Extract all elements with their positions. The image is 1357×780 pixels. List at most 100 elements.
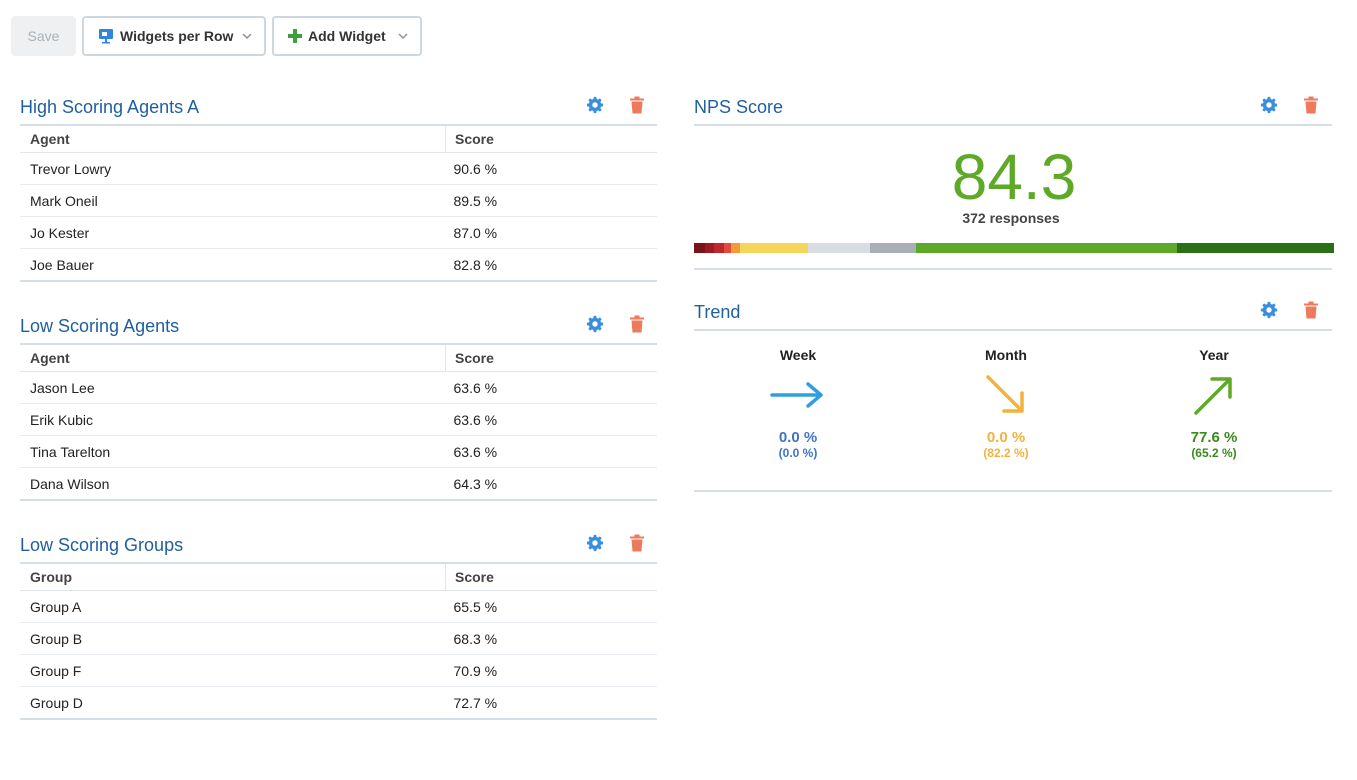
table-row[interactable]: Group F 70.9 % <box>20 654 657 687</box>
trend-month: Month 0.0 % (82.2 %) <box>926 347 1086 460</box>
trend-label: Month <box>985 347 1027 363</box>
group-name: Group A <box>20 590 446 623</box>
widget-header: Low Scoring Groups <box>20 530 657 564</box>
low-scoring-agents-table: Agent Score Jason Lee 63.6 % Erik Kubic 63… <box>20 345 657 501</box>
divider <box>694 268 1332 270</box>
group-score: 68.3 % <box>445 622 657 655</box>
group-score: 65.5 % <box>445 590 657 623</box>
widget-header: Low Scoring Agents <box>20 311 657 345</box>
agent-score: 82.8 % <box>445 248 657 282</box>
widgets-per-row-dropdown[interactable]: Widgets per Row <box>82 16 266 56</box>
widget-title: High Scoring Agents A <box>20 97 200 117</box>
trend-week: Week 0.0 % (0.0 %) <box>718 347 878 460</box>
agent-score: 90.6 % <box>445 152 657 185</box>
nps-segment <box>870 243 917 253</box>
table-row[interactable]: Group A 65.5 % <box>20 590 657 623</box>
trend-widget: Trend Week 0.0 % (0.0 %) Month 0.0 % (82… <box>694 297 1332 492</box>
nps-segment <box>808 243 871 253</box>
agent-score: 89.5 % <box>445 184 657 217</box>
table-row[interactable]: Dana Wilson 64.3 % <box>20 467 657 501</box>
high-scoring-agents-widget: High Scoring Agents A Agent Score Trevor… <box>20 92 657 282</box>
low-scoring-groups-widget: Low Scoring Groups Group Score Group A 65… <box>20 530 657 720</box>
agent-name: Tina Tarelton <box>20 435 446 468</box>
trend-subvalue: (82.2 %) <box>983 446 1029 460</box>
widget-title: Low Scoring Agents <box>20 316 180 336</box>
agent-score: 63.6 % <box>445 371 657 404</box>
nps-segment <box>916 243 1177 253</box>
trend-subvalue: (65.2 %) <box>1191 446 1237 460</box>
trend-value: 77.6 % <box>1190 429 1238 446</box>
widget-header: High Scoring Agents A <box>20 92 657 126</box>
table-row[interactable]: Mark Oneil 89.5 % <box>20 184 657 217</box>
nps-segment <box>704 243 715 253</box>
group-score: 72.7 % <box>445 686 657 720</box>
nps-score-widget: NPS Score <box>694 92 1332 272</box>
nps-distribution-bar <box>694 243 1334 253</box>
agent-score: 87.0 % <box>445 216 657 249</box>
nps-segment <box>739 243 809 253</box>
trash-icon[interactable] <box>1303 96 1319 114</box>
trend-label: Week <box>779 347 817 363</box>
add-widget-dropdown[interactable]: Add Widget <box>272 16 422 56</box>
arrow-down-right-icon <box>986 375 1024 413</box>
table-row[interactable]: Joe Bauer 82.8 % <box>20 248 657 282</box>
nps-segment <box>694 243 705 253</box>
column-header-score: Score <box>445 126 657 153</box>
toolbar: Save Widgets per Row Add Widget <box>11 16 422 56</box>
high-scoring-agents-table: Agent Score Trevor Lowry 90.6 % Mark Onei… <box>20 126 657 282</box>
agent-name: Mark Oneil <box>20 184 446 217</box>
plus-icon <box>288 29 302 43</box>
widget-header: Trend <box>694 297 1332 331</box>
nps-segment <box>1176 243 1334 253</box>
nps-value: 84.3 <box>951 141 1077 213</box>
low-scoring-groups-table: Group Score Group A 65.5 % Group B 68.3 % … <box>20 564 657 720</box>
agent-name: Jason Lee <box>20 371 446 404</box>
group-name: Group D <box>20 686 446 720</box>
widgets-per-row-label: Widgets per Row <box>120 28 234 44</box>
table-row[interactable]: Erik Kubic 63.6 % <box>20 403 657 436</box>
table-row[interactable]: Jo Kester 87.0 % <box>20 216 657 249</box>
column-header-agent: Agent <box>20 126 446 153</box>
gear-icon[interactable] <box>586 534 604 552</box>
table-row[interactable]: Group D 72.7 % <box>20 686 657 720</box>
widget-title: Trend <box>694 302 741 322</box>
column-header-agent: Agent <box>20 345 446 372</box>
gear-icon[interactable] <box>586 315 604 333</box>
presentation-icon <box>99 29 113 44</box>
widget-title: NPS Score <box>694 97 784 117</box>
nps-segment <box>731 243 740 253</box>
low-scoring-agents-widget: Low Scoring Agents Agent Score Jason Lee… <box>20 311 657 501</box>
add-widget-label: Add Widget <box>308 28 386 44</box>
trash-icon[interactable] <box>629 315 645 333</box>
save-button[interactable]: Save <box>11 16 76 56</box>
arrow-right-icon <box>770 382 823 408</box>
agent-score: 63.6 % <box>445 403 657 436</box>
trash-icon[interactable] <box>1303 301 1319 319</box>
gear-icon[interactable] <box>1260 301 1278 319</box>
table-row[interactable]: Trevor Lowry 90.6 % <box>20 152 657 185</box>
trend-value: 0.0 % <box>778 429 818 446</box>
group-score: 70.9 % <box>445 654 657 687</box>
agent-name: Erik Kubic <box>20 403 446 436</box>
table-row[interactable]: Tina Tarelton 63.6 % <box>20 435 657 468</box>
agent-name: Dana Wilson <box>20 467 446 501</box>
column-header-score: Score <box>445 345 657 372</box>
trash-icon[interactable] <box>629 534 645 552</box>
nps-responses: 372 responses <box>962 210 1060 226</box>
agent-name: Trevor Lowry <box>20 152 446 185</box>
widget-title: Low Scoring Groups <box>20 535 184 555</box>
gear-icon[interactable] <box>1260 96 1278 114</box>
nps-segment <box>724 243 732 253</box>
chevron-down-icon <box>398 30 408 42</box>
agent-score: 63.6 % <box>445 435 657 468</box>
group-name: Group B <box>20 622 446 655</box>
table-row[interactable]: Group B 68.3 % <box>20 622 657 655</box>
agent-score: 64.3 % <box>445 467 657 501</box>
chevron-down-icon <box>242 30 252 42</box>
trash-icon[interactable] <box>629 96 645 114</box>
column-header-score: Score <box>445 564 657 591</box>
gear-icon[interactable] <box>586 96 604 114</box>
agent-name: Joe Bauer <box>20 248 446 282</box>
group-name: Group F <box>20 654 446 687</box>
table-row[interactable]: Jason Lee 63.6 % <box>20 371 657 404</box>
